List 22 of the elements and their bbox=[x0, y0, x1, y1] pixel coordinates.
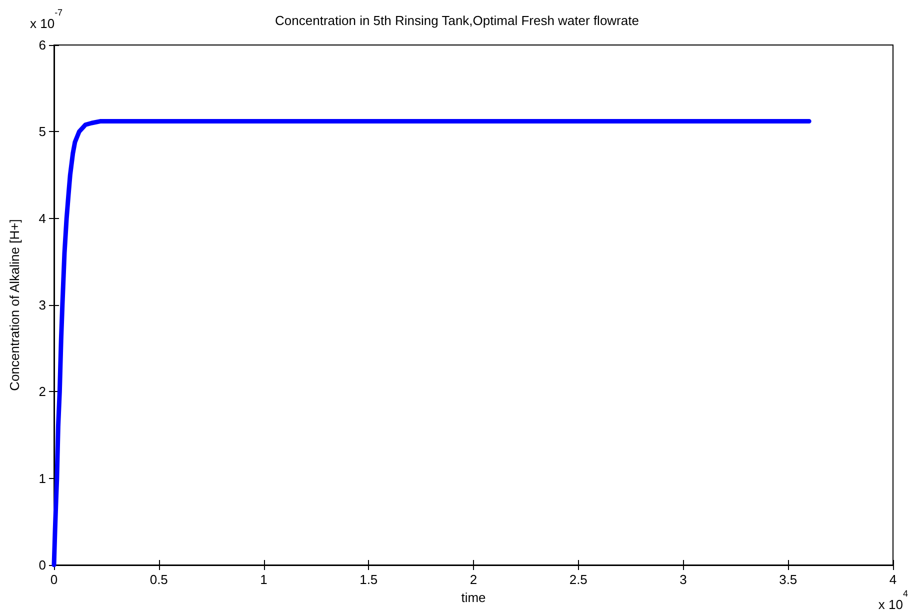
text: x 104 bbox=[878, 588, 908, 612]
x-tick-label: 2.5 bbox=[569, 572, 588, 587]
y-tick-label: 4 bbox=[38, 210, 46, 226]
chart-title: Concentration in 5th Rinsing Tank,Optimal Fresh water flowrate bbox=[275, 13, 639, 28]
x-tick-label: 1 bbox=[260, 572, 268, 587]
x-tick-label: 1.5 bbox=[360, 572, 378, 587]
y-tick-label: 0 bbox=[38, 558, 46, 572]
x-tick-label: 2 bbox=[470, 572, 478, 587]
y-tick-label: 3 bbox=[38, 298, 46, 312]
y-tick-label: 6 bbox=[38, 38, 46, 52]
y-axis-title: Concentration of Alkaline [H+] bbox=[7, 219, 22, 391]
y-tick-label: 5 bbox=[38, 124, 46, 140]
text: x 10-7 bbox=[30, 8, 63, 31]
line-series bbox=[52, 119, 812, 568]
y-tick-label: 1 bbox=[38, 470, 46, 486]
x-tick-label: 0 bbox=[50, 572, 58, 587]
x-tick-label: 4 bbox=[889, 572, 897, 587]
x-tick-label: 3.5 bbox=[779, 572, 798, 587]
x-tick-label: 3 bbox=[680, 572, 687, 587]
x-tick-label: 0.5 bbox=[150, 572, 168, 587]
x-axis-title: time bbox=[461, 590, 486, 605]
y-tick-label: 2 bbox=[38, 384, 46, 400]
